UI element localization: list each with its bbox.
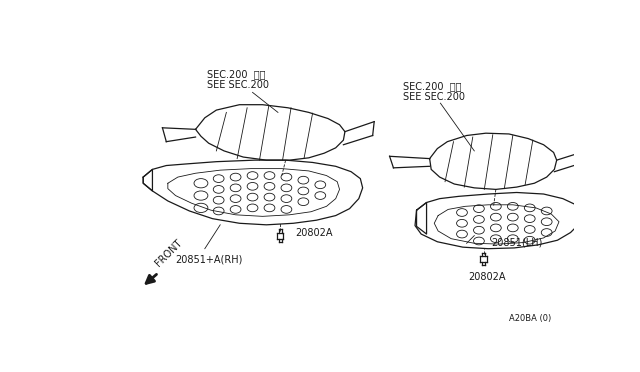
Text: SEC.200  参照: SEC.200 参照 — [403, 81, 462, 92]
Text: 20802A: 20802A — [468, 272, 506, 282]
Text: A20BA (0): A20BA (0) — [509, 314, 551, 323]
Text: SEE SEC.200: SEE SEC.200 — [403, 92, 465, 102]
Text: 20851(LH): 20851(LH) — [492, 237, 543, 247]
Text: SEE SEC.200: SEE SEC.200 — [207, 80, 269, 90]
Text: SEC.200  参照: SEC.200 参照 — [207, 69, 266, 79]
Text: 20851+A(RH): 20851+A(RH) — [175, 254, 243, 264]
Text: 20802A: 20802A — [296, 228, 333, 238]
Text: FRONT: FRONT — [153, 237, 184, 268]
